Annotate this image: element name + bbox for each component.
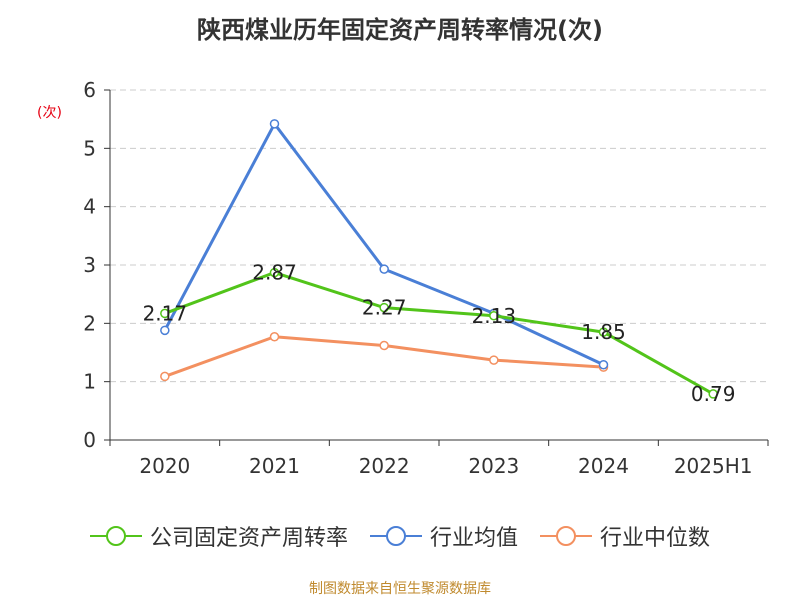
x-tick-label: 2020 — [139, 454, 190, 478]
x-tick-label: 2024 — [578, 454, 629, 478]
y-tick-label: 6 — [83, 78, 96, 102]
data-point[interactable] — [379, 302, 389, 313]
x-tick-label: 2021 — [249, 454, 300, 478]
y-tick-label: 4 — [83, 195, 96, 219]
x-tick-label: 2022 — [359, 454, 410, 478]
legend-label: 行业中位数 — [600, 526, 711, 551]
data-labels: 2.17 2.87 2.27 2.13 1.85 0.79 — [143, 261, 736, 406]
x-tick-label: 2025H1 — [674, 454, 753, 478]
data-point[interactable] — [269, 332, 280, 342]
data-point[interactable] — [160, 308, 170, 319]
y-axis-label: (次) — [37, 105, 62, 121]
grid-lines — [110, 89, 768, 383]
data-label: 2.17 — [143, 301, 188, 325]
y-tick-label: 5 — [83, 136, 96, 160]
data-point[interactable] — [489, 311, 499, 321]
axes: 0 1 2 3 4 5 6 2020 2021 2022 2023 2024 2025H1 — [83, 78, 769, 478]
data-point[interactable] — [379, 340, 389, 351]
legend-item[interactable]: 行业均值 — [369, 520, 518, 552]
data-label: 0.79 — [691, 382, 736, 406]
series-lines — [160, 119, 718, 399]
data-point[interactable] — [379, 264, 389, 274]
data-point[interactable] — [598, 360, 609, 370]
legend-item[interactable]: 行业中位数 — [540, 520, 710, 552]
legend-item[interactable]: 公司固定资产周转率 — [89, 520, 348, 552]
y-tick-label: 0 — [83, 428, 96, 452]
data-label: 2.13 — [472, 304, 517, 328]
legend-marker — [369, 526, 422, 546]
y-tick-label: 3 — [83, 253, 96, 277]
legend: 公司固定资产周转率 行业均值 行业中位数 — [0, 516, 800, 556]
data-point[interactable] — [269, 119, 280, 129]
series-line — [163, 122, 605, 367]
data-label: 1.85 — [581, 320, 626, 344]
x-tick-label: 2023 — [468, 454, 519, 478]
y-tick-label: 2 — [83, 311, 96, 335]
source-note: 制图数据来自恒生聚源数据库 — [309, 581, 491, 597]
data-point[interactable] — [489, 355, 499, 365]
legend-label: 行业均值 — [429, 526, 518, 551]
legend-marker — [540, 526, 592, 546]
y-tick-label: 1 — [83, 370, 96, 394]
data-point[interactable] — [160, 371, 170, 382]
data-point[interactable] — [708, 389, 718, 399]
data-label: 2.27 — [362, 296, 407, 320]
data-label: 2.87 — [252, 261, 297, 285]
series-line — [164, 271, 714, 396]
chart-title: 陕西煤业历年固定资产周转率情况(次) — [197, 16, 603, 44]
legend-label: 公司固定资产周转率 — [149, 526, 348, 551]
data-point[interactable] — [598, 327, 609, 337]
data-point[interactable] — [269, 267, 280, 278]
data-point[interactable] — [160, 325, 170, 336]
legend-marker — [89, 526, 142, 546]
